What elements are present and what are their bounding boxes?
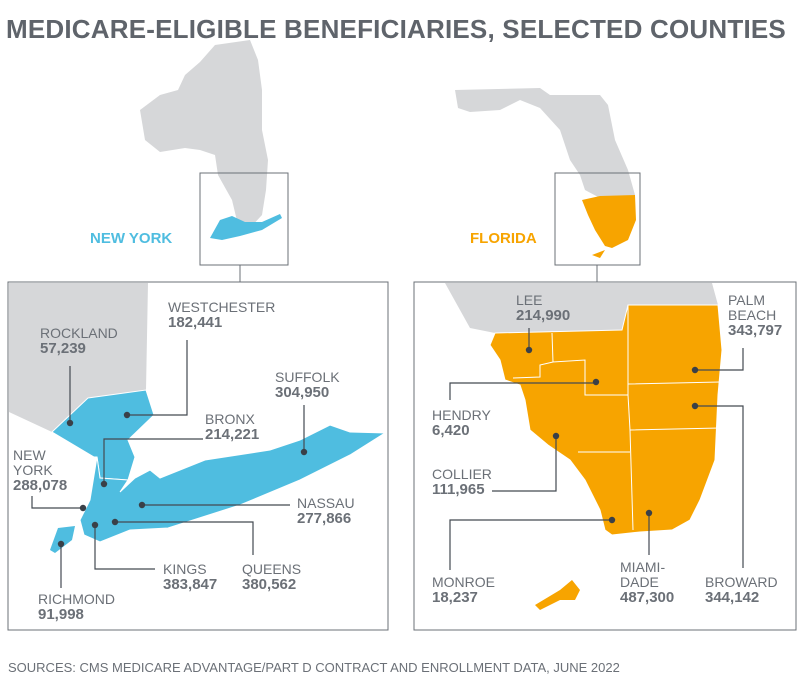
county-value: 111,965 (432, 481, 485, 498)
county-label-bronx: BRONX 214,221 (205, 411, 260, 443)
county-dot-richmond (57, 540, 65, 548)
new-york-state-shape (140, 40, 268, 228)
county-dot-kings (91, 521, 99, 529)
leader-line-westchester (127, 340, 188, 416)
county-dot-bronx (100, 480, 108, 488)
county-name: NASSAU (297, 495, 355, 511)
other-land (9, 283, 148, 432)
county-label-hendry: HENDRY 6,420 (432, 407, 491, 439)
county-value: 383,847 (163, 576, 218, 593)
leader-line-queens (115, 521, 254, 555)
county-name: COLLIER (432, 466, 492, 482)
county-value: 343,797 (728, 322, 783, 339)
county-value: 6,420 (432, 422, 470, 439)
county-name: NEW YORK (13, 447, 53, 478)
county-value: 57,239 (40, 340, 86, 357)
county-label-rockland: ROCKLAND 57,239 (40, 325, 118, 357)
county-name: SUFFOLK (275, 369, 340, 385)
county-dot-miami-dade (645, 509, 653, 517)
county-dot-lee (525, 346, 533, 354)
county-label-broward: BROWARD 344,142 (705, 574, 778, 606)
county-name: HENDRY (432, 407, 491, 423)
monroe-keys-shape (535, 580, 580, 610)
county-name: MIAMI- DADE (620, 559, 666, 590)
south-florida-counties-shape (489, 304, 723, 536)
leader-line-hendry (449, 382, 596, 400)
county-label-collier: COLLIER 111,965 (432, 466, 492, 498)
county-label-palm-beach: PALM BEACH 343,797 (728, 292, 783, 339)
county-value: 304,950 (275, 384, 330, 401)
new-york-inset-frame (199, 172, 289, 266)
county-dot-queens (111, 518, 119, 526)
county-label-kings: KINGS 383,847 (163, 561, 218, 593)
county-name: BROWARD (705, 574, 778, 590)
county-dot-palm-beach (691, 366, 699, 374)
county-label-nassau: NASSAU 277,866 (297, 495, 355, 527)
source-note: SOURCES: CMS MEDICARE ADVANTAGE/PART D C… (8, 660, 620, 675)
county-name: BRONX (205, 411, 255, 427)
county-name: WESTCHESTER (168, 299, 276, 315)
county-value: 18,237 (432, 589, 478, 606)
county-label-monroe: MONROE 18,237 (432, 574, 495, 606)
county-value: 344,142 (705, 589, 760, 606)
county-label-new-york: NEW YORK 288,078 (13, 447, 68, 494)
county-dot-westchester (123, 411, 131, 419)
county-value: 214,221 (205, 426, 260, 443)
county-value: 182,441 (168, 314, 223, 331)
county-label-richmond: RICHMOND 91,998 (38, 591, 115, 623)
county-name: QUEENS (242, 561, 302, 577)
new-york-region-highlight (210, 214, 282, 240)
county-value: 380,562 (242, 576, 297, 593)
county-dot-nassau (138, 501, 146, 509)
county-label-lee: LEE 214,990 (516, 292, 571, 324)
other-land (445, 283, 718, 333)
county-value: 487,300 (620, 589, 675, 606)
county-value: 288,078 (13, 477, 68, 494)
county-dot-hendry (592, 378, 600, 386)
county-name: RICHMOND (38, 591, 115, 607)
richmond-shape (50, 526, 75, 553)
county-name: MONROE (432, 574, 495, 590)
county-value: 277,866 (297, 510, 352, 527)
leader-lines (31, 328, 744, 588)
county-name: KINGS (163, 561, 207, 577)
leader-line-bronx (103, 438, 203, 484)
leader-line-broward (695, 405, 744, 568)
county-value: 91,998 (38, 606, 84, 623)
county-dot-rockland (66, 419, 74, 427)
leader-line-kings (94, 525, 155, 570)
county-label-suffolk: SUFFOLK 304,950 (275, 369, 340, 401)
leader-line-monroe (449, 519, 612, 570)
county-name: LEE (516, 292, 543, 308)
new-york-label: NEW YORK (90, 230, 173, 247)
county-dot-new-york (79, 504, 87, 512)
leader-line-new-york (31, 496, 83, 509)
county-dot-broward (691, 402, 699, 410)
county-value: 214,990 (516, 307, 571, 324)
page-title: MEDICARE-ELIGIBLE BENEFICIARIES, SELECTE… (6, 14, 786, 44)
florida-region-highlight (582, 195, 636, 258)
florida-county-borders (512, 305, 721, 531)
leader-line-collier (492, 436, 557, 492)
county-name: ROCKLAND (40, 325, 118, 341)
florida-label: FLORIDA (470, 230, 537, 247)
county-label-westchester: WESTCHESTER 182,441 (168, 299, 276, 331)
florida-state-shape (455, 88, 635, 198)
county-label-queens: QUEENS 380,562 (242, 561, 302, 593)
county-label-miami-dade: MIAMI- DADE 487,300 (620, 559, 675, 606)
county-dot-monroe (608, 516, 616, 524)
leader-line-palm-beach (695, 348, 744, 371)
county-name: PALM BEACH (728, 292, 777, 323)
county-dot-suffolk (300, 448, 308, 456)
county-dot-collier (552, 432, 560, 440)
